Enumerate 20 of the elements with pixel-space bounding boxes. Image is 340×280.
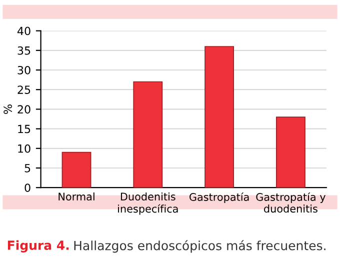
y-tick-label: 40: [17, 26, 30, 36]
y-tick-label: 30: [18, 66, 30, 74]
x-tick-label: Normal: [58, 192, 94, 201]
x-tick-label: Gastropatía y duodenitis: [256, 192, 326, 213]
y-tick-label: 5: [24, 164, 30, 172]
text: Figura 4.: [8, 240, 69, 252]
text: Hallazgos endoscópicos más frecuentes.: [74, 240, 326, 253]
y-tick-label: 15: [18, 124, 30, 134]
y-tick-label: 35: [18, 46, 30, 55]
y-tick-label: 25: [18, 86, 30, 94]
y-tick-label: 0: [24, 184, 30, 192]
bar: [62, 152, 92, 188]
bar: [204, 46, 234, 188]
y-tick-label: 20: [18, 105, 30, 114]
x-tick-label: Gastropatía: [190, 192, 249, 203]
bar: [276, 116, 306, 188]
y-tick-label: 10: [18, 144, 30, 153]
bar: [133, 81, 163, 188]
x-tick-label: Duodenitis inespecífica: [118, 192, 178, 215]
y-axis-title: %: [4, 104, 12, 114]
